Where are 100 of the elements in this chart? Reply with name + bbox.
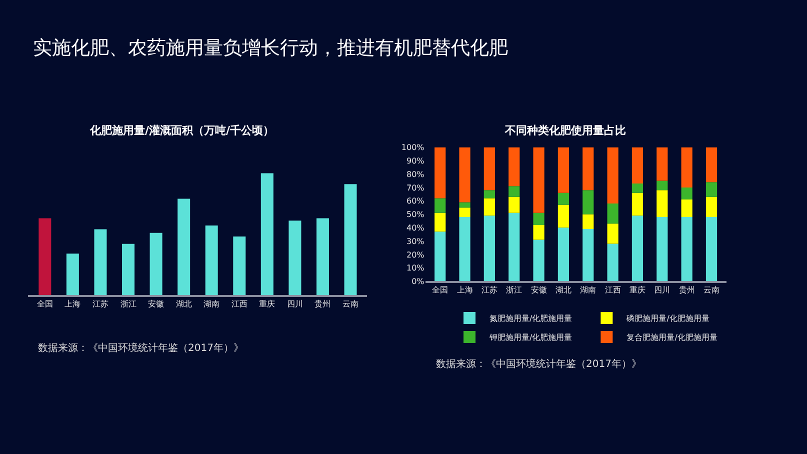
- x-tick-label: 湖北: [176, 299, 192, 308]
- bar: [484, 198, 495, 216]
- x-tick-label: 湖南: [580, 286, 596, 295]
- bar: [508, 147, 520, 186]
- bar: [582, 147, 594, 190]
- y-tick-label: 20%: [406, 250, 425, 260]
- bar: [607, 244, 618, 282]
- bar: [344, 184, 357, 296]
- bar: [434, 212, 446, 232]
- y-tick-label: 10%: [406, 264, 425, 273]
- y-tick-label: 80%: [406, 170, 425, 179]
- bar: [150, 232, 162, 296]
- x-tick-label: 重庆: [629, 286, 646, 295]
- bar: [94, 229, 107, 296]
- y-tick-label: 100%: [401, 143, 425, 152]
- x-tick-label: 浙江: [120, 299, 136, 308]
- x-tick-label: 全国: [36, 299, 53, 308]
- bar: [288, 220, 302, 296]
- bar: [122, 244, 135, 296]
- bar: [656, 180, 668, 190]
- bar: [607, 204, 618, 224]
- chart-title: 不同种类化肥使用量占比: [504, 124, 626, 137]
- bar: [434, 232, 446, 282]
- bar: [434, 198, 446, 213]
- y-tick-label: 0%: [412, 277, 425, 286]
- bar: [508, 212, 520, 282]
- y-tick-label: 50%: [406, 210, 425, 220]
- legend-label: 磷肥施用量/化肥施用量: [626, 314, 710, 324]
- x-tick-label: 重庆: [259, 299, 276, 308]
- source-note: 数据来源：《中国环境统计年鉴（2017年）》: [436, 358, 642, 370]
- x-tick-label: 云南: [342, 299, 359, 308]
- bar: [558, 204, 570, 228]
- bar: [632, 216, 644, 282]
- x-tick-label: 贵州: [678, 286, 695, 295]
- x-tick-label: 湖北: [555, 286, 572, 295]
- bar: [706, 216, 718, 282]
- bar: [681, 216, 692, 282]
- bar: [205, 226, 218, 296]
- bar: [607, 147, 618, 204]
- bar: [681, 200, 692, 217]
- x-tick-label: 江苏: [481, 286, 498, 295]
- x-tick-label: 安徽: [148, 299, 164, 308]
- bar: [632, 147, 644, 184]
- x-tick-label: 四川: [654, 286, 670, 295]
- legend-label: 氮肥施用量/化肥施用量: [490, 314, 572, 324]
- x-tick-label: 江西: [231, 299, 248, 308]
- chart-title: 实施化肥、农药施用量负增长行动，推进有机肥替代化肥: [33, 37, 508, 59]
- bar: [706, 182, 718, 197]
- bar: [178, 198, 190, 296]
- bar: [533, 147, 544, 213]
- y-tick-label: 60%: [406, 196, 425, 206]
- bar: [508, 196, 520, 213]
- bar: [582, 214, 594, 229]
- y-tick-label: 90%: [406, 156, 425, 166]
- bar: [38, 218, 52, 296]
- bar: [533, 224, 544, 240]
- source-note: 数据来源：《中国环境统计年鉴（2017年）》: [38, 342, 244, 354]
- x-tick-label: 浙江: [506, 286, 522, 295]
- x-tick-label: 江苏: [92, 299, 108, 308]
- x-tick-label: 贵州: [314, 299, 331, 308]
- bar: [434, 147, 446, 198]
- bar: [656, 190, 668, 217]
- x-tick-label: 全国: [432, 286, 448, 295]
- bar: [582, 190, 594, 214]
- bar: [484, 147, 495, 190]
- y-tick-label: 30%: [406, 236, 425, 246]
- bar: [316, 218, 329, 296]
- bar: [484, 190, 495, 198]
- bar: [459, 202, 470, 208]
- bar: [459, 147, 470, 202]
- legend-label: 钾肥施用量/化肥施用量: [488, 333, 572, 342]
- bar: [459, 208, 470, 217]
- y-tick-label: 40%: [406, 223, 425, 232]
- legend-label: 复合肥施用量/化肥施用量: [626, 333, 718, 342]
- bar: [66, 254, 79, 296]
- x-tick-label: 上海: [456, 286, 473, 295]
- bar: [533, 240, 544, 282]
- bar: [582, 229, 594, 282]
- bar: [558, 228, 570, 282]
- bar: [632, 183, 644, 193]
- bar: [607, 224, 618, 244]
- bar: [558, 192, 570, 205]
- bar: [484, 216, 495, 282]
- bar: [656, 216, 668, 282]
- bar: [681, 147, 692, 188]
- x-tick-label: 上海: [64, 299, 81, 308]
- x-tick-label: 四川: [286, 299, 303, 308]
- bar: [233, 236, 246, 296]
- chart-subtitle: 化肥施用量/灌溉面积（万吨/千公顷）: [89, 124, 274, 137]
- bar: [459, 216, 470, 282]
- x-tick-label: 云南: [704, 286, 720, 295]
- bar: [681, 187, 692, 200]
- bar: [260, 173, 274, 296]
- bar: [533, 212, 544, 225]
- x-tick-label: 安徽: [530, 286, 547, 295]
- x-tick-label: 江西: [604, 286, 621, 295]
- bar: [706, 147, 718, 182]
- x-tick-label: 湖南: [204, 299, 220, 308]
- bar: [558, 147, 570, 193]
- bar: [632, 192, 644, 216]
